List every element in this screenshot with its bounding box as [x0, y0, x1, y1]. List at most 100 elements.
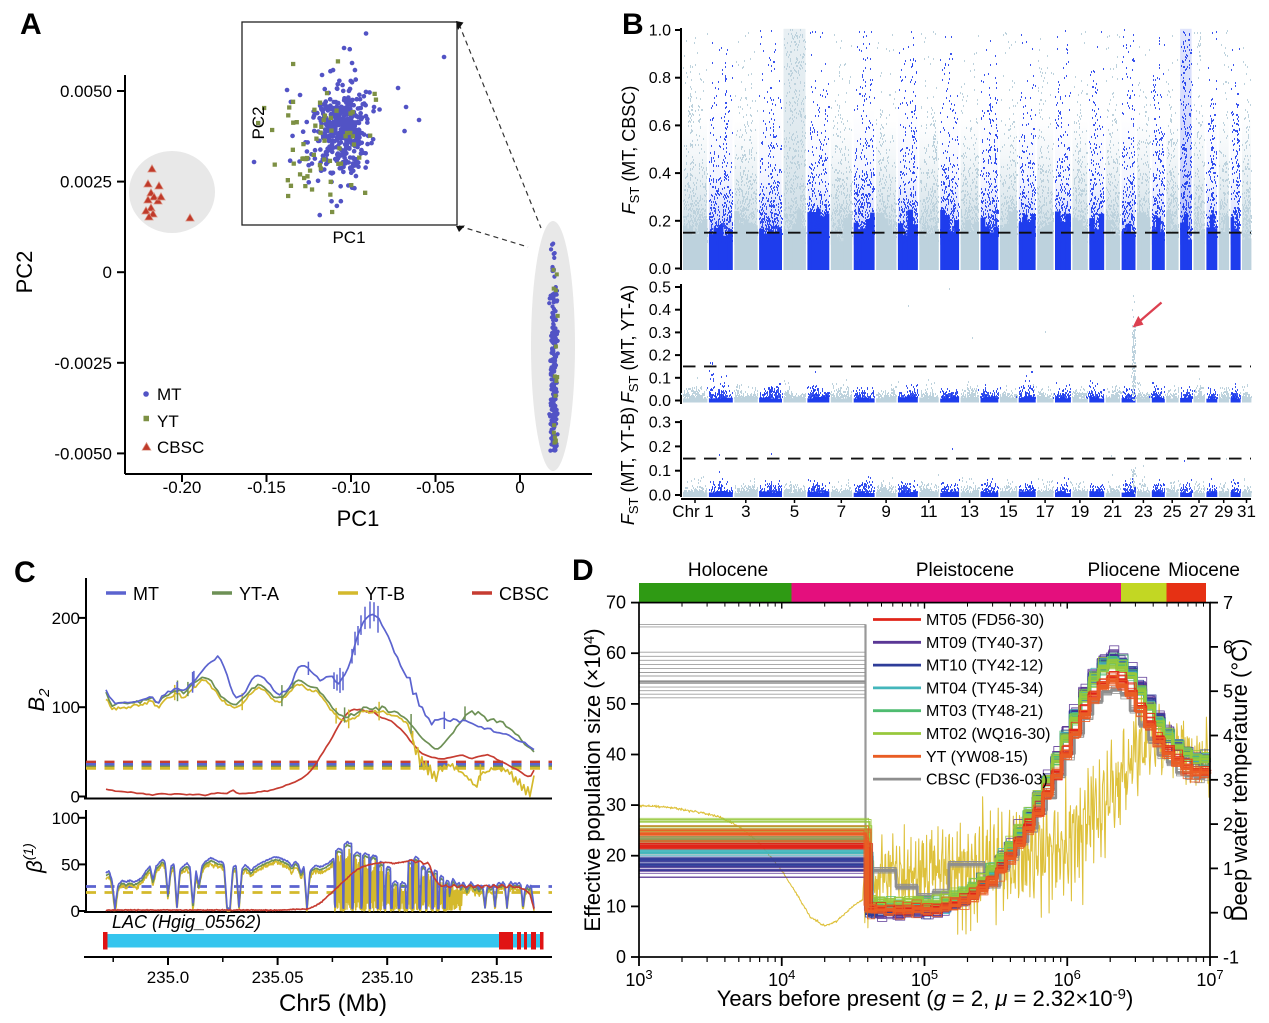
svg-text:40: 40 [606, 745, 626, 765]
svg-text:0.0: 0.0 [649, 393, 671, 410]
svg-text:Holocene: Holocene [688, 560, 768, 581]
svg-text:FST (MT, YT-B): FST (MT, YT-B) [618, 407, 641, 525]
svg-text:1: 1 [1223, 859, 1233, 879]
svg-text:0: 0 [71, 902, 80, 921]
svg-text:0.0: 0.0 [649, 261, 671, 278]
svg-text:PC2: PC2 [249, 106, 268, 139]
svg-text:50: 50 [606, 694, 626, 714]
svg-text:0.3: 0.3 [649, 325, 671, 342]
svg-text:0.4: 0.4 [649, 166, 671, 183]
svg-text:PC2: PC2 [12, 251, 37, 294]
svg-text:5: 5 [790, 502, 799, 521]
svg-text:100: 100 [52, 809, 80, 828]
svg-text:0.0: 0.0 [649, 488, 671, 505]
svg-text:19: 19 [1070, 502, 1089, 521]
svg-text:50: 50 [61, 855, 80, 874]
svg-text:70: 70 [606, 593, 626, 613]
svg-text:CBSC: CBSC [499, 584, 549, 604]
svg-text:11: 11 [920, 502, 938, 521]
svg-text:0.6: 0.6 [649, 118, 671, 135]
svg-text:235.15: 235.15 [471, 968, 523, 987]
svg-text:0: 0 [1223, 903, 1233, 923]
svg-text:Pliocene: Pliocene [1088, 560, 1161, 581]
svg-text:0.3: 0.3 [649, 415, 671, 432]
svg-text:25: 25 [1163, 502, 1182, 521]
svg-text:MT09 (TY40-37): MT09 (TY40-37) [926, 635, 1043, 652]
svg-text:MT: MT [133, 584, 159, 604]
svg-text:0.0025: 0.0025 [60, 173, 112, 192]
svg-text:-0.15: -0.15 [247, 478, 286, 497]
svg-text:YT-B: YT-B [365, 584, 405, 604]
svg-text:235.05: 235.05 [252, 968, 304, 987]
svg-text:0: 0 [71, 788, 80, 807]
svg-text:0: 0 [616, 947, 626, 967]
svg-text:-0.20: -0.20 [163, 478, 202, 497]
svg-text:Miocene: Miocene [1168, 560, 1240, 581]
svg-text:5: 5 [1223, 682, 1233, 702]
svg-text:YT (YW08-15): YT (YW08-15) [926, 749, 1028, 766]
svg-text:Effective population size (×10: Effective population size (×104) [580, 628, 605, 931]
svg-text:6: 6 [1223, 637, 1233, 657]
svg-text:Years before present (g = 2, μ: Years before present (g = 2, μ = 2.32×10… [717, 986, 1134, 1011]
svg-text:C: C [14, 556, 36, 589]
svg-text:200: 200 [52, 609, 80, 628]
svg-text:7: 7 [837, 502, 846, 521]
svg-text:4: 4 [1223, 726, 1233, 746]
svg-text:7: 7 [1223, 593, 1233, 613]
svg-text:0.1: 0.1 [649, 370, 671, 387]
svg-text:100: 100 [52, 698, 80, 717]
svg-text:0.0050: 0.0050 [60, 82, 112, 101]
svg-text:9: 9 [881, 502, 890, 521]
svg-text:0: 0 [515, 478, 524, 497]
svg-text:1: 1 [704, 502, 713, 521]
svg-text:MT04 (TY45-34): MT04 (TY45-34) [926, 680, 1043, 697]
svg-text:60: 60 [606, 643, 626, 663]
svg-text:0.8: 0.8 [649, 70, 671, 87]
svg-text:FST (MT, CBSC): FST (MT, CBSC) [619, 86, 642, 215]
svg-text:MT: MT [157, 385, 182, 404]
svg-text:0.2: 0.2 [649, 439, 671, 456]
svg-text:0.2: 0.2 [649, 348, 671, 365]
svg-text:0.1: 0.1 [649, 463, 671, 480]
svg-text:MT03 (TY48-21): MT03 (TY48-21) [926, 703, 1043, 720]
svg-text:CBSC: CBSC [157, 438, 204, 457]
svg-text:23: 23 [1134, 502, 1153, 521]
svg-text:YT-A: YT-A [239, 584, 279, 604]
svg-text:0.5: 0.5 [649, 280, 671, 297]
svg-text:15: 15 [999, 502, 1018, 521]
svg-text:PC1: PC1 [337, 506, 380, 531]
svg-text:3: 3 [741, 502, 750, 521]
svg-text:235.10: 235.10 [361, 968, 413, 987]
svg-text:Pleistocene: Pleistocene [916, 560, 1014, 581]
svg-text:0: 0 [103, 263, 112, 282]
svg-text:20: 20 [606, 846, 626, 866]
svg-text:2: 2 [1223, 815, 1233, 835]
svg-text:0.4: 0.4 [649, 302, 671, 319]
svg-text:MT10 (TY42-12): MT10 (TY42-12) [926, 658, 1043, 675]
svg-text:YT: YT [157, 412, 179, 431]
svg-text:MT02 (WQ16-30): MT02 (WQ16-30) [926, 726, 1050, 743]
svg-text:235.0: 235.0 [147, 968, 190, 987]
svg-text:30: 30 [606, 795, 626, 815]
svg-text:29: 29 [1214, 502, 1233, 521]
svg-text:Deep water temperature (°C): Deep water temperature (°C) [1227, 639, 1252, 922]
svg-text:-0.10: -0.10 [332, 478, 371, 497]
svg-text:B: B [622, 8, 644, 41]
svg-text:-0.05: -0.05 [416, 478, 455, 497]
svg-text:21: 21 [1103, 502, 1122, 521]
svg-text:3: 3 [1223, 770, 1233, 790]
svg-text:-0.0050: -0.0050 [54, 444, 112, 463]
svg-text:13: 13 [960, 502, 979, 521]
svg-text:D: D [572, 554, 594, 587]
svg-text:27: 27 [1190, 502, 1209, 521]
svg-text:-0.0025: -0.0025 [54, 354, 112, 373]
svg-text:Chr: Chr [672, 502, 700, 521]
svg-text:Chr5 (Mb): Chr5 (Mb) [279, 990, 387, 1017]
svg-text:-1: -1 [1223, 948, 1239, 968]
svg-text:0.2: 0.2 [649, 213, 671, 230]
svg-text:10: 10 [606, 896, 626, 916]
svg-text:31: 31 [1237, 502, 1256, 521]
svg-text:17: 17 [1036, 502, 1055, 521]
svg-text:A: A [20, 8, 42, 41]
svg-text:MT05 (FD56-30): MT05 (FD56-30) [926, 612, 1044, 629]
